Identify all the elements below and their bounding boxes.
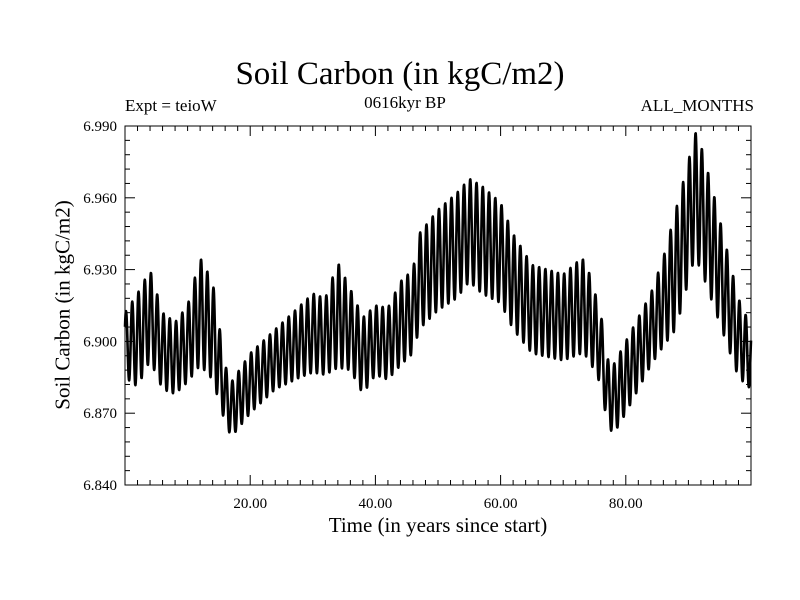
y-tick-label: 6.990 bbox=[83, 119, 117, 135]
y-tick-label: 6.870 bbox=[83, 406, 117, 422]
experiment-label: Expt = teioW bbox=[125, 96, 217, 115]
y-tick-label: 6.900 bbox=[83, 334, 117, 350]
y-tick-label: 6.930 bbox=[83, 263, 117, 279]
series-line bbox=[123, 132, 753, 434]
months-label: ALL_MONTHS bbox=[640, 96, 754, 115]
y-tick-label: 6.840 bbox=[83, 478, 117, 494]
x-axis-label: Time (in years since start) bbox=[328, 513, 548, 537]
y-tick-label: 6.960 bbox=[83, 191, 117, 207]
period-label: 0616kyr BP bbox=[364, 93, 446, 112]
x-tick-label: 80.00 bbox=[609, 496, 643, 512]
x-tick-label: 20.00 bbox=[233, 496, 267, 512]
x-tick-label: 40.00 bbox=[359, 496, 393, 512]
x-tick-label: 60.00 bbox=[484, 496, 518, 512]
chart-title: Soil Carbon (in kgC/m2) bbox=[235, 56, 565, 92]
plot-frame bbox=[124, 125, 752, 486]
